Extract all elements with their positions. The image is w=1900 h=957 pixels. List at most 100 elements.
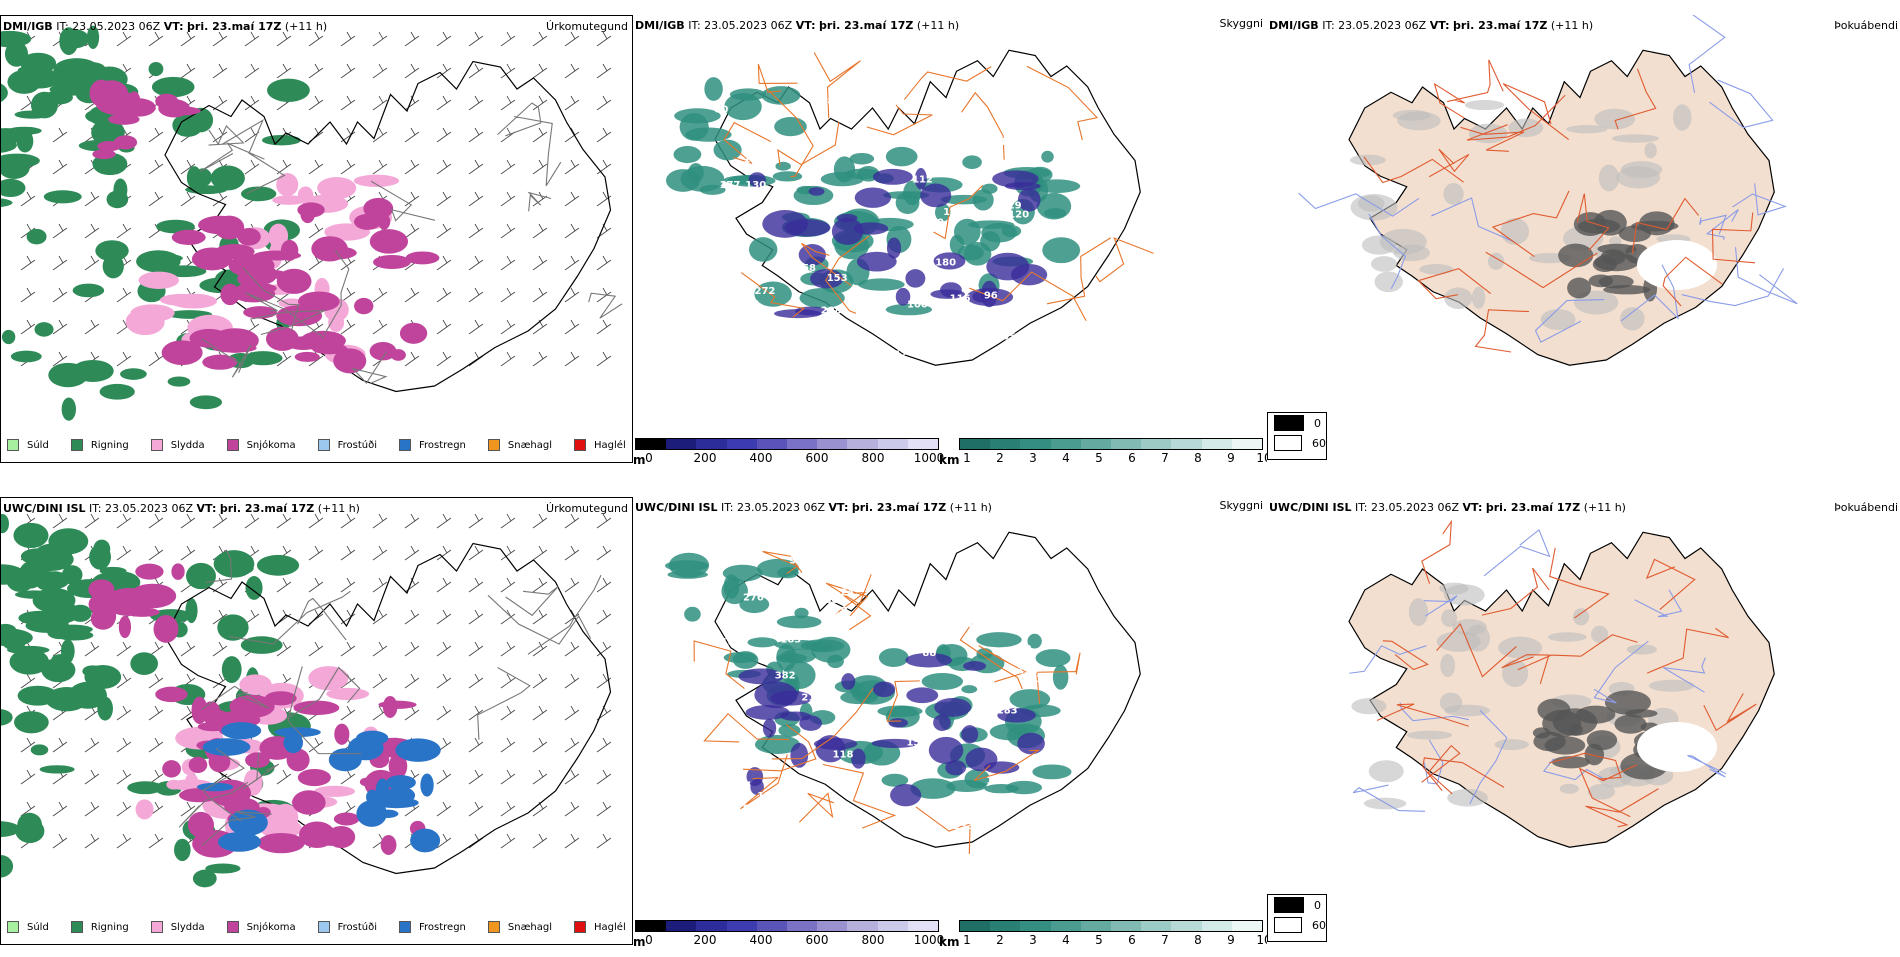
colorbar-tick: 10 bbox=[1256, 451, 1267, 465]
precip-legend-item: Frostúði bbox=[317, 439, 377, 451]
panel-header: DMI/IGB IT: 23.05.2023 06Z VT: þri. 23.m… bbox=[3, 20, 327, 33]
fog-legend: 0 60 bbox=[1267, 412, 1327, 460]
vt-label: VT: bbox=[1462, 501, 1483, 514]
init-time: 23.05.2023 06Z bbox=[1371, 501, 1460, 514]
colorbar-cell bbox=[877, 921, 908, 931]
ceiling-visibility-panel: 175 120 80 73 112 96 180 61 161 158 98 128 99 349 104 2… bbox=[633, 15, 1267, 475]
init-time: 23.05.2023 06Z bbox=[1338, 19, 1427, 32]
precip-legend-item: Rigning bbox=[70, 921, 129, 933]
colorbar-cell bbox=[787, 921, 818, 931]
clear-patch bbox=[1637, 240, 1717, 290]
colorbar-cell bbox=[847, 921, 878, 931]
ceiling-colorbar: 0 200 400 600 800 1000 bbox=[635, 920, 944, 954]
colorbar-cell bbox=[636, 439, 667, 449]
ceiling-value-label: 98 bbox=[822, 726, 836, 737]
ceiling-value-label: 100 bbox=[907, 300, 928, 311]
colorbar-cell bbox=[907, 439, 939, 449]
fog-legend: 0 60 bbox=[1267, 894, 1327, 942]
lead-time: (+11 h) bbox=[317, 502, 360, 515]
river-network bbox=[1298, 15, 1798, 343]
legend-label: Frostúði bbox=[337, 921, 377, 933]
panel-header: UWC/DINI ISL IT: 23.05.2023 06Z VT: þri.… bbox=[3, 502, 360, 515]
it-label: IT: bbox=[1322, 19, 1335, 32]
ceiling-value-label: 183 bbox=[997, 705, 1018, 716]
ceiling-value-label: 138 bbox=[757, 791, 778, 802]
colorbar-cell bbox=[1141, 921, 1172, 931]
it-label: IT: bbox=[1355, 501, 1368, 514]
ceiling-value-label: 24 bbox=[992, 137, 1006, 148]
legend-label: Rigning bbox=[90, 439, 129, 451]
colorbar-cell bbox=[1201, 439, 1232, 449]
ceiling-value-label: 104 bbox=[784, 332, 805, 343]
road-network bbox=[199, 102, 623, 385]
ceiling-map: 175 120 80 73 112 96 180 61 161 158 98 128 99 349 104 2… bbox=[666, 49, 1154, 373]
colorbar-tick: 600 bbox=[805, 933, 829, 947]
legend-label: Snæhagl bbox=[507, 921, 553, 933]
colorbar-cell bbox=[1231, 439, 1263, 449]
legend-label: Snjókoma bbox=[246, 921, 296, 933]
colorbar-cell bbox=[1111, 439, 1142, 449]
precip-map bbox=[1, 513, 612, 888]
colorbar-tick: 10 bbox=[1256, 933, 1267, 947]
fog-legend-item: 0 bbox=[1268, 413, 1326, 433]
precip-legend-item: Súld bbox=[7, 439, 49, 451]
legend-swatch bbox=[1274, 917, 1302, 933]
precip-type-panel: DMI/IGB IT: 23.05.2023 06Z VT: þri. 23.m… bbox=[0, 15, 633, 463]
snow-area-westfjords bbox=[88, 563, 185, 643]
valid-time: þri. 23.maí 17Z bbox=[851, 501, 947, 514]
ceiling-value-label: 157 bbox=[953, 619, 974, 630]
precip-panel-title: Úrkomutegund bbox=[546, 20, 628, 33]
precip-legend-item: Rigning bbox=[70, 439, 129, 451]
ceiling-value-label: 154 bbox=[857, 644, 878, 655]
ceiling-value-label: 177 bbox=[719, 180, 740, 191]
ceiling-value-label: 276 bbox=[743, 592, 764, 603]
fog-panel-title: Þokuábendi bbox=[1834, 501, 1898, 514]
fog-indicator-panel: DMI/IGB IT: 23.05.2023 06Z VT: þri. 23.m… bbox=[1267, 15, 1900, 475]
legend-swatch bbox=[7, 439, 19, 451]
colorbar-cell bbox=[1050, 439, 1081, 449]
precip-legend-item: Haglél bbox=[574, 439, 626, 451]
vt-label: VT: bbox=[795, 19, 816, 32]
colorbar-cell bbox=[787, 439, 818, 449]
road-network bbox=[1363, 59, 1756, 353]
legend-swatch bbox=[226, 439, 239, 451]
ceiling-value-label: 11 bbox=[724, 618, 738, 629]
ceiling-unit: m bbox=[633, 935, 646, 949]
legend-label: Frostúði bbox=[337, 439, 377, 451]
ceiling-value-label: 152 bbox=[906, 737, 927, 748]
colorbar-tick: 7 bbox=[1161, 451, 1169, 465]
colorbar-tick: 5 bbox=[1095, 933, 1103, 947]
ceiling-value-label: 98 bbox=[820, 96, 834, 107]
init-time: 23.05.2023 06Z bbox=[72, 20, 161, 33]
legend-label: Rigning bbox=[90, 921, 129, 933]
it-label: IT: bbox=[56, 20, 69, 33]
ceiling-value-label: 80 bbox=[714, 104, 728, 115]
ceiling-colorbar-swatches bbox=[635, 438, 939, 450]
model-name: UWC/DINI ISL bbox=[635, 501, 718, 514]
ceiling-value-label: 189 bbox=[736, 803, 757, 814]
lead-time: (+11 h) bbox=[284, 20, 328, 33]
colorbar-tick: 0 bbox=[645, 933, 653, 947]
colorbar-tick: 2 bbox=[996, 451, 1004, 465]
colorbar-cell bbox=[1171, 439, 1202, 449]
ceiling-value-label: 74 bbox=[961, 341, 975, 352]
legend-label: 0 bbox=[1314, 898, 1321, 912]
legend-swatch bbox=[487, 921, 500, 933]
precip-legend-item: Frostregn bbox=[399, 439, 466, 451]
colorbar-cell bbox=[1080, 921, 1112, 931]
init-time: 23.05.2023 06Z bbox=[704, 19, 793, 32]
ceiling-value-label: 242 bbox=[886, 349, 907, 360]
precip-legend-item: Slydda bbox=[150, 921, 205, 933]
colorbar-cell bbox=[847, 439, 878, 449]
colorbar-tick: 9 bbox=[1227, 451, 1235, 465]
colorbar-cell bbox=[726, 921, 757, 931]
legend-label: Frostregn bbox=[419, 439, 466, 451]
visibility-colorbar-swatches bbox=[959, 920, 1263, 932]
ceiling-value-label: 133 bbox=[953, 821, 974, 832]
legend-swatch bbox=[317, 921, 330, 933]
lead-time: (+11 h) bbox=[916, 19, 960, 32]
rain-area-west bbox=[1, 514, 127, 689]
colorbar-tick: 1000 bbox=[913, 451, 945, 465]
colorbar-tick: 400 bbox=[749, 933, 773, 947]
colorbar-cell bbox=[907, 921, 939, 931]
